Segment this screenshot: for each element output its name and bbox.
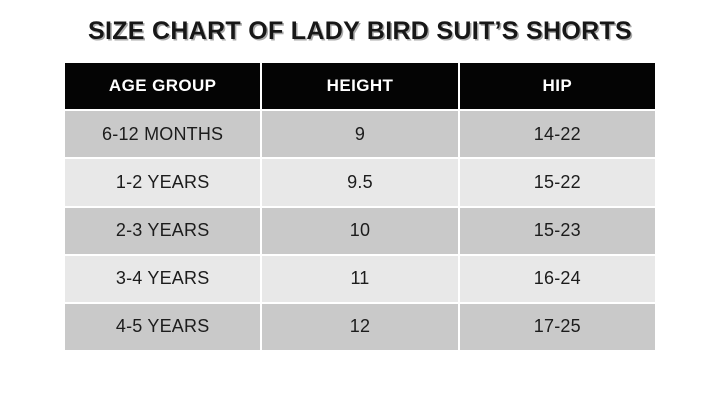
page-title: SIZE CHART OF LADY BIRD SUIT’S SHORTS	[88, 17, 632, 45]
table-cell-age: 1-2 YEARS	[65, 159, 261, 206]
table-cell-height: 9	[262, 111, 458, 158]
size-chart-table: AGE GROUP HEIGHT HIP 6-12 MONTHS 9 14-22…	[65, 63, 655, 350]
table-cell-age: 4-5 YEARS	[65, 303, 261, 350]
table-cell-height: 12	[262, 303, 458, 350]
table-cell-hip: 14-22	[459, 111, 655, 158]
column-header-hip: HIP	[459, 63, 655, 110]
column-header-height: HEIGHT	[262, 63, 458, 110]
table-cell-height: 11	[262, 255, 458, 302]
table-cell-height: 9.5	[262, 159, 458, 206]
table-cell-age: 6-12 MONTHS	[65, 111, 261, 158]
table-cell-height: 10	[262, 207, 458, 254]
table-cell-hip: 15-23	[459, 207, 655, 254]
table-cell-hip: 15-22	[459, 159, 655, 206]
column-header-age-group: AGE GROUP	[65, 63, 261, 110]
table-cell-hip: 17-25	[459, 303, 655, 350]
table-cell-hip: 16-24	[459, 255, 655, 302]
table-cell-age: 3-4 YEARS	[65, 255, 261, 302]
table-cell-age: 2-3 YEARS	[65, 207, 261, 254]
